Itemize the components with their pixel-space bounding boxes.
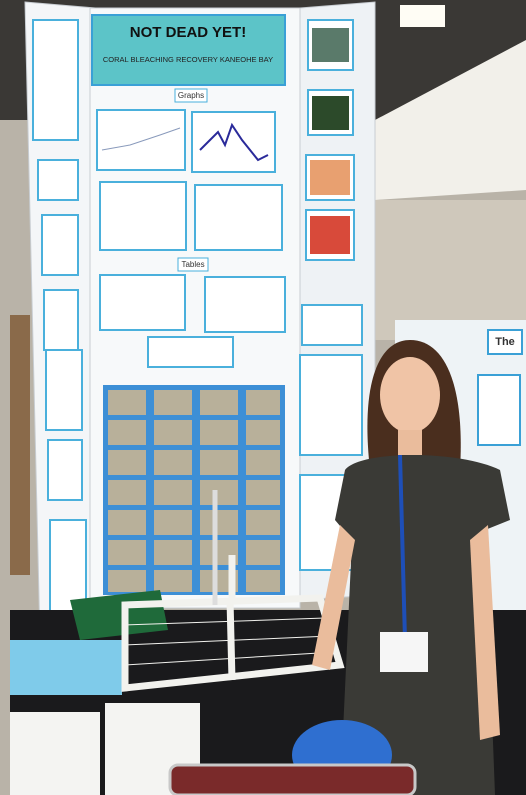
- board-title: NOT DEAD YET!: [130, 24, 246, 41]
- name-badge: [380, 632, 428, 672]
- lanyard: [398, 454, 407, 641]
- map-thumb: [310, 216, 350, 254]
- dress: [335, 455, 510, 795]
- face: [380, 357, 440, 433]
- section-label-box: [174, 88, 208, 103]
- brochure: [10, 640, 122, 695]
- graph-line: [199, 122, 269, 162]
- quadrat-grid: [124, 617, 336, 666]
- graph-panels: [96, 109, 283, 251]
- chair: [168, 763, 417, 795]
- board-subtitle: CORAL BLEACHING RECOVERY KANEOHE BAY: [103, 55, 273, 64]
- title-box: [91, 14, 286, 86]
- neighbor-title-box: [487, 329, 523, 355]
- left-panels: [32, 19, 87, 621]
- photo-thumb: [312, 28, 349, 62]
- map-thumb: [310, 160, 350, 195]
- paper: [10, 712, 100, 795]
- neighbor-title: The: [495, 336, 515, 348]
- section-label-box: [177, 257, 209, 272]
- neck: [398, 430, 422, 455]
- back-wall: [375, 200, 526, 340]
- table-panels: [99, 274, 286, 368]
- door: [10, 315, 30, 575]
- photo-thumb: [312, 96, 349, 130]
- arm: [470, 525, 500, 740]
- arm: [312, 525, 355, 670]
- coral-photos: [108, 390, 280, 592]
- ceiling-light: [400, 5, 445, 27]
- section-label: Graphs: [178, 91, 204, 100]
- neighbor-panel: [477, 374, 521, 446]
- section-label: Tables: [181, 260, 204, 269]
- ceiling-panel: [375, 40, 526, 200]
- graph-line: [101, 127, 181, 151]
